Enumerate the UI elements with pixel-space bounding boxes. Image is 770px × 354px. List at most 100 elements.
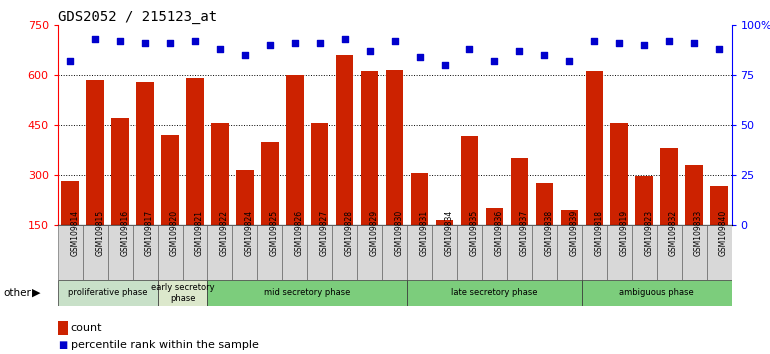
Text: GSM109830: GSM109830	[394, 210, 403, 256]
Bar	[82, 225, 108, 280]
Bar	[182, 225, 207, 280]
Bar	[685, 165, 703, 275]
Text: other: other	[4, 288, 32, 298]
Bar	[561, 210, 578, 275]
Point	[663, 38, 675, 44]
Text: GSM109817: GSM109817	[145, 210, 154, 256]
Bar	[58, 280, 158, 306]
Point	[363, 48, 376, 53]
Bar	[631, 225, 657, 280]
Point	[289, 40, 301, 46]
Text: GSM109818: GSM109818	[594, 210, 603, 256]
Bar	[158, 280, 207, 306]
Text: proliferative phase: proliferative phase	[68, 289, 147, 297]
Bar	[332, 225, 357, 280]
Text: ambiguous phase: ambiguous phase	[619, 289, 694, 297]
Bar	[432, 225, 457, 280]
Text: GSM109822: GSM109822	[220, 210, 229, 256]
Bar	[582, 280, 732, 306]
Point	[89, 36, 102, 42]
Bar	[681, 225, 707, 280]
Point	[688, 40, 700, 46]
Text: GDS2052 / 215123_at: GDS2052 / 215123_at	[58, 10, 217, 24]
Bar	[710, 187, 728, 275]
Point	[638, 42, 651, 48]
Bar	[161, 135, 179, 275]
Bar	[108, 225, 132, 280]
Bar	[361, 72, 378, 275]
Text: GSM109829: GSM109829	[370, 210, 379, 256]
Text: GSM109840: GSM109840	[719, 210, 728, 256]
Bar	[411, 173, 428, 275]
Text: count: count	[71, 323, 102, 333]
Text: GSM109828: GSM109828	[345, 210, 353, 256]
Text: GSM109827: GSM109827	[320, 210, 329, 256]
Bar	[611, 123, 628, 275]
Text: GSM109815: GSM109815	[95, 210, 104, 256]
Bar	[457, 225, 482, 280]
Bar	[582, 225, 607, 280]
Bar	[132, 225, 158, 280]
Text: GSM109834: GSM109834	[444, 210, 454, 256]
Bar	[607, 225, 631, 280]
Bar	[357, 225, 382, 280]
Text: GSM109814: GSM109814	[70, 210, 79, 256]
Bar	[382, 225, 407, 280]
Point	[164, 40, 176, 46]
Point	[563, 58, 575, 64]
Point	[514, 48, 526, 53]
Bar	[62, 182, 79, 275]
Bar	[233, 225, 257, 280]
Text: percentile rank within the sample: percentile rank within the sample	[71, 340, 259, 350]
Point	[64, 58, 76, 64]
Bar	[486, 208, 503, 275]
Bar	[460, 136, 478, 275]
Text: GSM109821: GSM109821	[195, 210, 204, 256]
Bar	[407, 280, 582, 306]
Text: ▶: ▶	[32, 288, 41, 298]
Point	[313, 40, 326, 46]
Bar	[507, 225, 532, 280]
Bar	[532, 225, 557, 280]
Bar	[257, 225, 283, 280]
Bar	[112, 118, 129, 275]
Point	[214, 46, 226, 52]
Bar	[207, 280, 407, 306]
Point	[588, 38, 601, 44]
Bar	[536, 183, 553, 275]
Text: GSM109825: GSM109825	[270, 210, 279, 256]
Bar	[186, 78, 204, 275]
Point	[388, 38, 400, 44]
Bar	[236, 170, 253, 275]
Bar	[211, 123, 229, 275]
Text: GSM109832: GSM109832	[669, 210, 678, 256]
Bar	[482, 225, 507, 280]
Bar	[585, 72, 603, 275]
Point	[464, 46, 476, 52]
Text: mid secretory phase: mid secretory phase	[264, 289, 350, 297]
Text: GSM109839: GSM109839	[569, 210, 578, 256]
Bar	[635, 176, 653, 275]
Bar	[307, 225, 332, 280]
Point	[139, 40, 151, 46]
Bar	[557, 225, 582, 280]
Bar	[158, 225, 182, 280]
Point	[488, 58, 500, 64]
Point	[263, 42, 276, 48]
Text: GSM109833: GSM109833	[694, 210, 703, 256]
Text: GSM109823: GSM109823	[644, 210, 653, 256]
Bar	[407, 225, 432, 280]
Bar	[657, 225, 681, 280]
Bar	[707, 225, 732, 280]
Text: early secretory
phase: early secretory phase	[151, 283, 214, 303]
Point	[438, 62, 450, 68]
Text: GSM109820: GSM109820	[170, 210, 179, 256]
Bar	[86, 80, 104, 275]
Text: GSM109838: GSM109838	[544, 210, 554, 256]
Bar	[436, 220, 454, 275]
Text: GSM109837: GSM109837	[520, 210, 528, 256]
Bar	[336, 55, 353, 275]
Point	[538, 52, 551, 58]
Text: ■: ■	[59, 340, 68, 350]
Text: GSM109826: GSM109826	[295, 210, 304, 256]
